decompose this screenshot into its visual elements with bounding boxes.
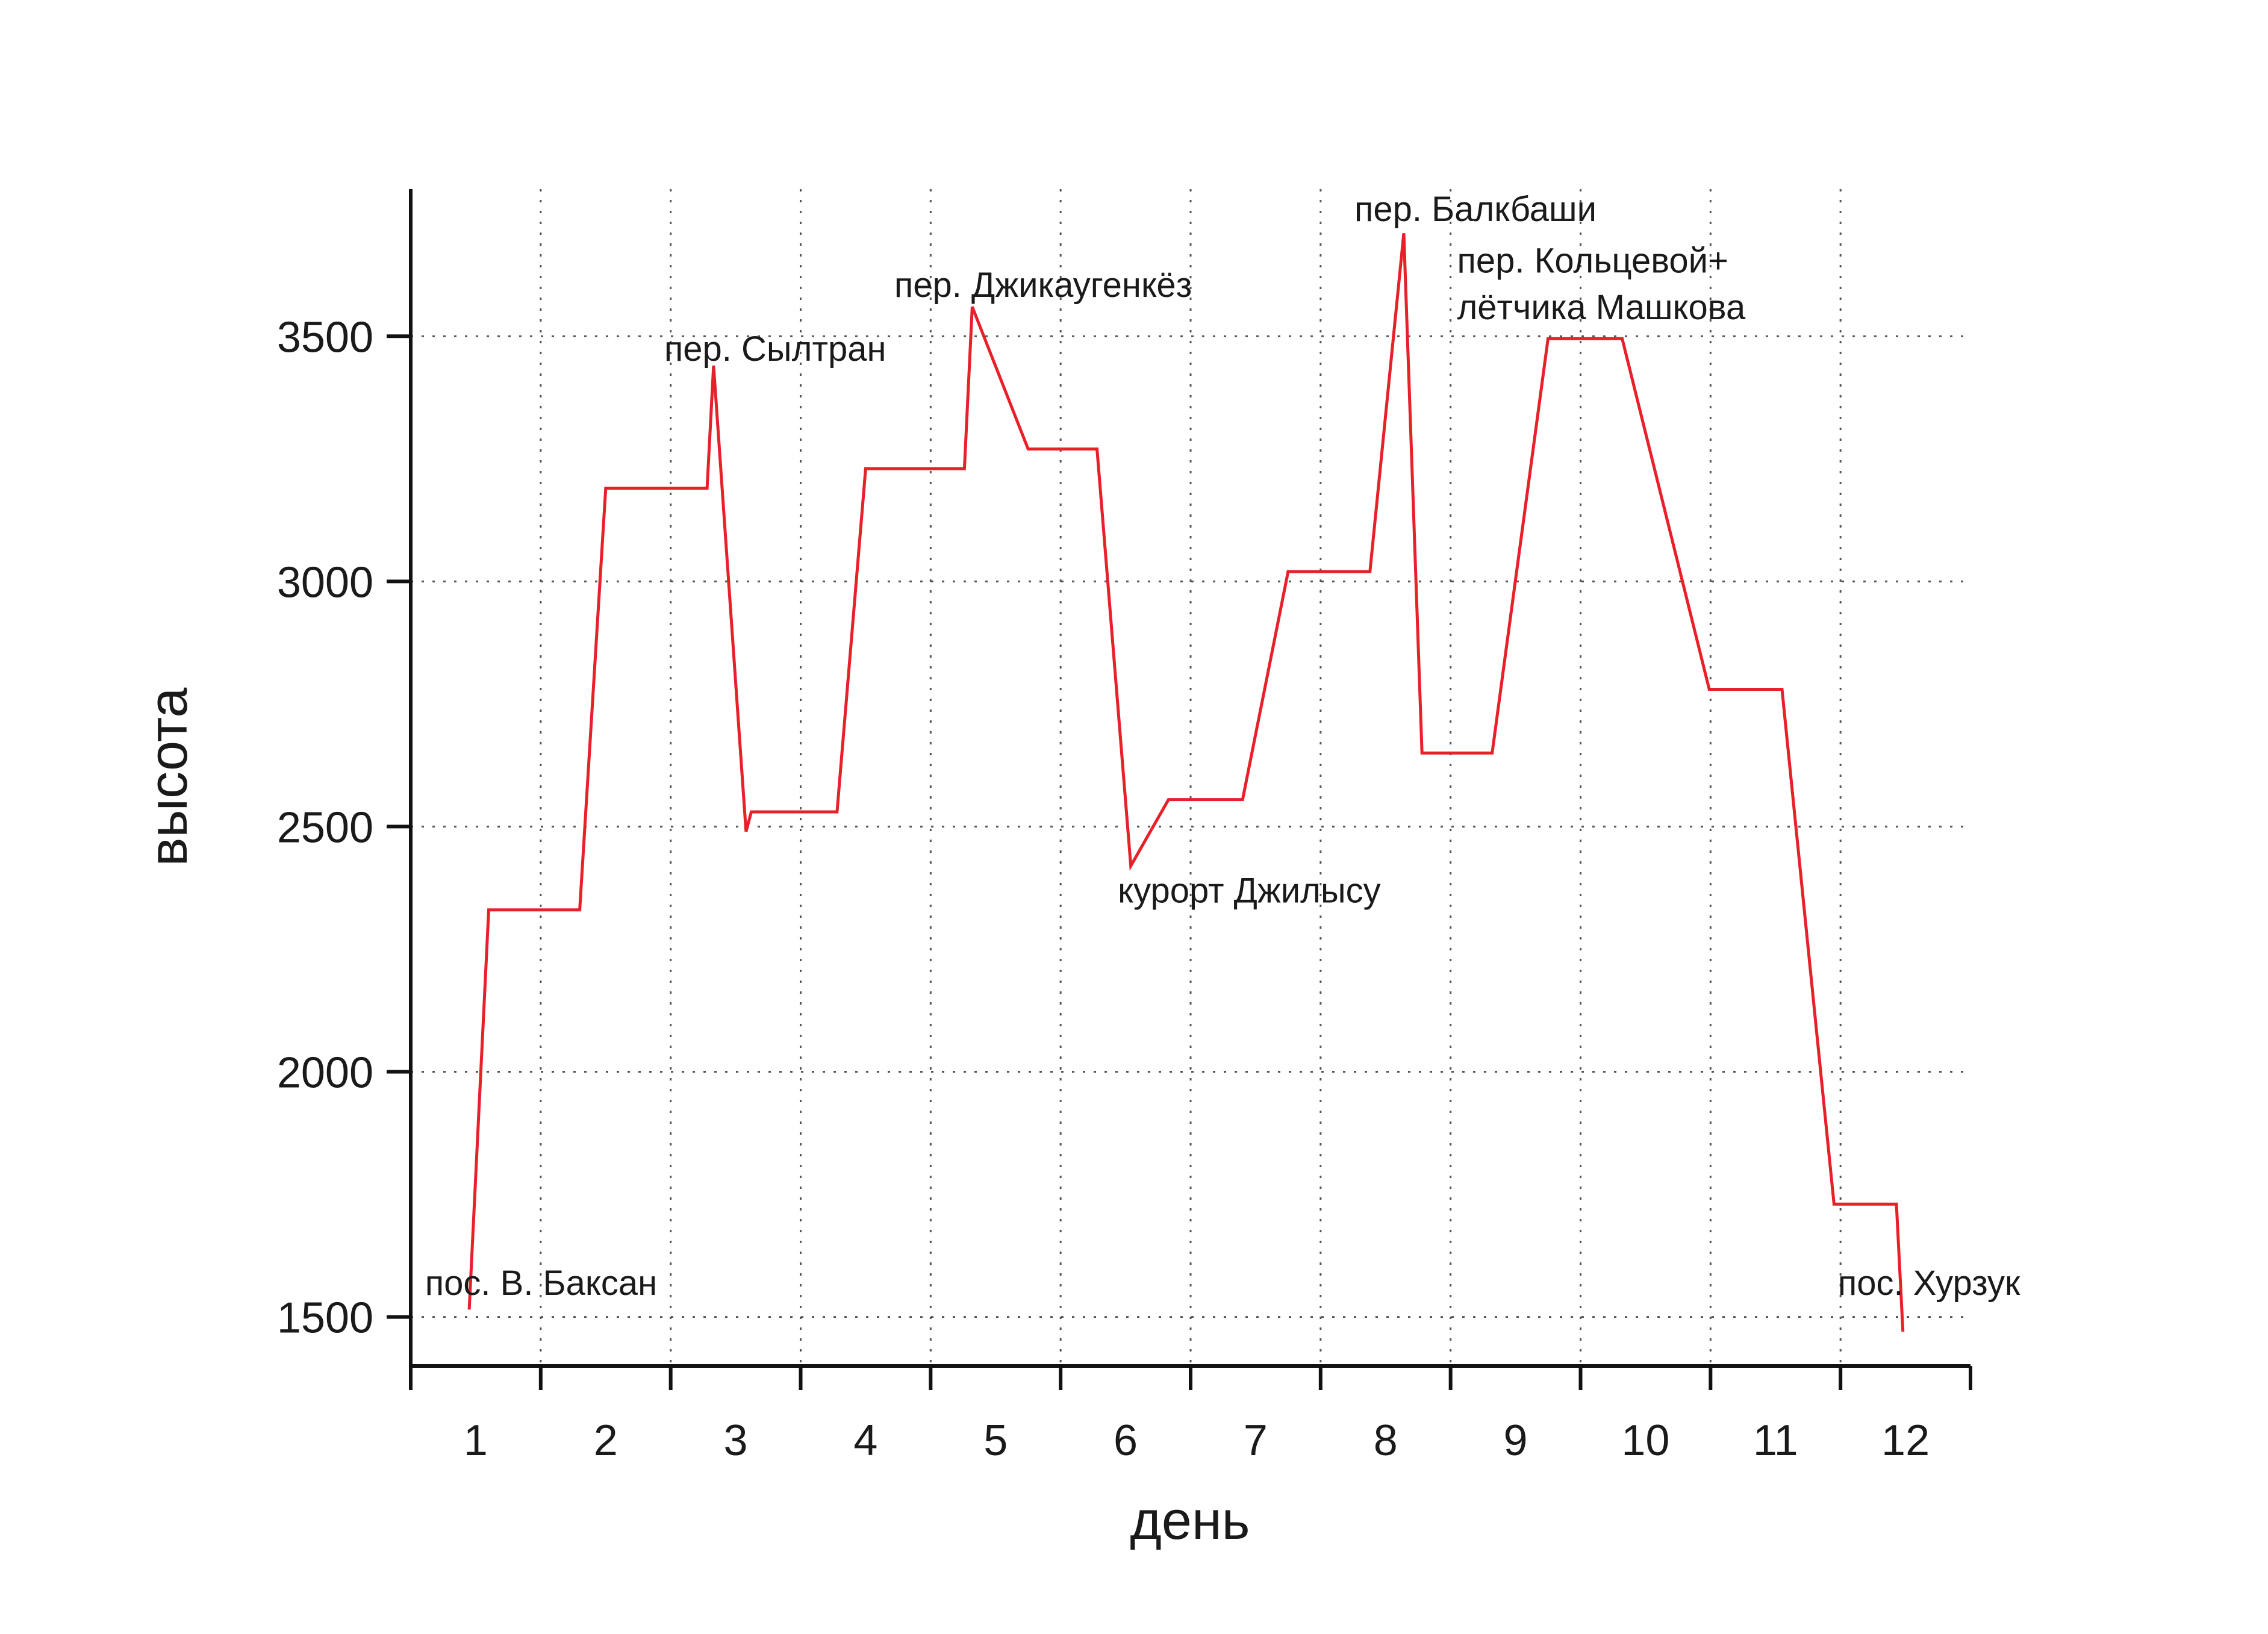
- annotation-label: пер. Джикаугенкёз: [894, 266, 1192, 305]
- x-tick-label: 1: [464, 1417, 488, 1465]
- series-layer: [467, 233, 1905, 1332]
- annotation-label: лётчика Машкова: [1457, 288, 1745, 327]
- x-axis-title: день: [1130, 1491, 1250, 1551]
- annotation-label: пер. Балкбаши: [1354, 190, 1597, 229]
- x-tick-label: 10: [1621, 1417, 1669, 1465]
- x-tick-label: 11: [1753, 1417, 1798, 1465]
- x-tick-label: 7: [1244, 1417, 1268, 1465]
- axes-layer: [409, 189, 1970, 1368]
- annotation-label: пер. Сылтран: [664, 329, 886, 369]
- x-tick-label: 6: [1114, 1417, 1138, 1465]
- elevation-series-line: [467, 233, 1905, 1332]
- x-tick-label: 3: [724, 1417, 748, 1465]
- y-axis-title: высота: [139, 687, 199, 867]
- x-tick-label: 8: [1374, 1417, 1398, 1465]
- y-tick-label: 3500: [277, 313, 373, 361]
- x-tick-label: 4: [853, 1417, 877, 1465]
- annotation-label: пер. Кольцевой+: [1457, 241, 1728, 280]
- x-tick-label: 12: [1881, 1417, 1930, 1465]
- y-tick-label: 2000: [277, 1049, 373, 1097]
- annotation-label: пос. Хурзук: [1838, 1264, 2020, 1303]
- y-tick-label: 3000: [277, 558, 373, 607]
- y-tick-label: 2500: [277, 803, 373, 852]
- x-tick-label: 5: [983, 1417, 1008, 1465]
- x-tick-label: 2: [594, 1417, 618, 1465]
- grid-layer: [411, 189, 1970, 1366]
- annotation-label: курорт Джилысу: [1118, 872, 1381, 911]
- x-tick-label: 9: [1504, 1417, 1528, 1465]
- annotation-label: пос. В. Баксан: [425, 1264, 657, 1303]
- y-tick-label: 1500: [277, 1294, 373, 1342]
